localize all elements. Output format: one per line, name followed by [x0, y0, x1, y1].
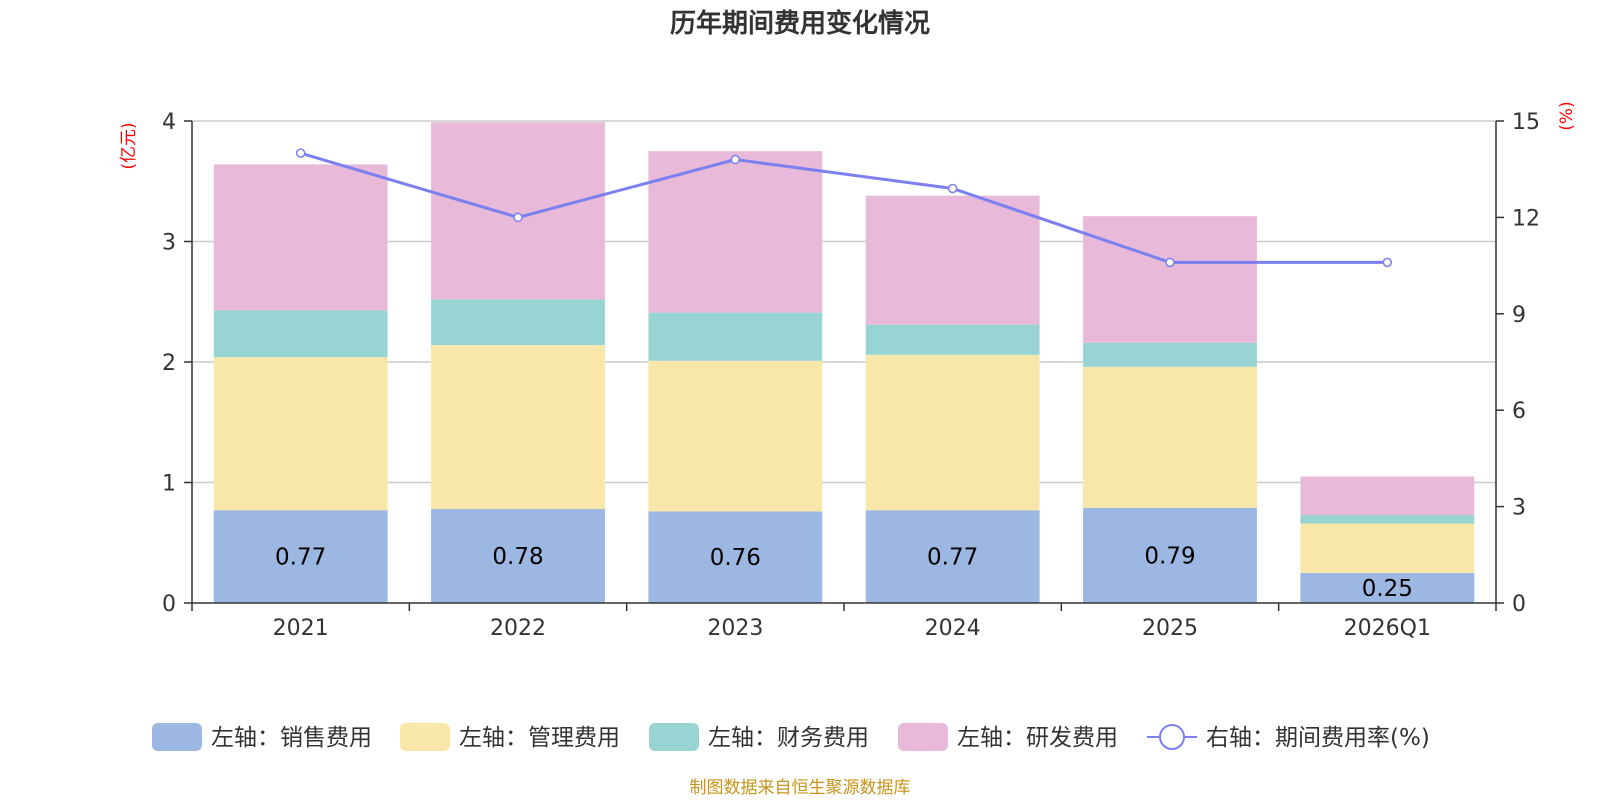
- bar-segment: [866, 325, 1040, 355]
- bar-segment: [214, 357, 388, 510]
- bar-segment: [1300, 476, 1474, 515]
- bar-segment: [1300, 523, 1474, 572]
- bar-value-label: 0.25: [1362, 576, 1413, 602]
- right-axis-tick-label: 15: [1512, 110, 1540, 135]
- right-axis-tick-label: 0: [1512, 592, 1526, 617]
- legend-label: 左轴：研发费用: [957, 725, 1118, 751]
- rate-point: [949, 184, 957, 192]
- x-axis-label: 2023: [707, 616, 763, 641]
- bar-value-label: 0.78: [492, 544, 543, 570]
- x-axis-label: 2024: [925, 616, 981, 641]
- chart-title: 历年期间费用变化情况: [670, 8, 930, 39]
- right-axis-tick-label: 3: [1512, 496, 1526, 521]
- right-axis-tick-label: 9: [1512, 303, 1526, 328]
- bar-segment: [1083, 367, 1257, 508]
- right-axis-tick-label: 12: [1512, 206, 1540, 231]
- legend-label: 左轴：管理费用: [459, 725, 620, 751]
- rate-point: [1383, 258, 1391, 266]
- bar-segment: [866, 196, 1040, 325]
- bar-segment: [648, 361, 822, 512]
- bar-segment: [1300, 515, 1474, 523]
- legend-swatch: [649, 723, 699, 751]
- bar-segment: [214, 164, 388, 310]
- legend-label: 右轴：期间费用率(%): [1206, 725, 1430, 751]
- left-axis-tick-label: 0: [162, 592, 176, 617]
- rate-point: [297, 149, 305, 157]
- bar-segment: [1083, 343, 1257, 367]
- bar-segment: [1083, 216, 1257, 343]
- right-axis-tick-label: 6: [1512, 399, 1526, 424]
- chart: 历年期间费用变化情况 01234036912152021 2022 2023 2024…: [0, 0, 1600, 800]
- bar-value-label: 0.79: [1144, 543, 1195, 569]
- rate-point: [1166, 258, 1174, 266]
- legend-label: 左轴：销售费用: [211, 725, 372, 751]
- left-axis-tick-label: 1: [162, 472, 176, 497]
- left-axis-tick-label: 3: [162, 231, 176, 256]
- legend-marker: [1160, 725, 1184, 749]
- bar-value-label: 0.77: [927, 545, 978, 571]
- left-axis-tick-label: 2: [162, 351, 176, 376]
- bar-value-label: 0.76: [710, 545, 761, 571]
- bar-segment: [431, 299, 605, 345]
- left-axis-unit: (亿元): [119, 122, 139, 169]
- legend-label: 左轴：财务费用: [708, 725, 869, 751]
- bar-segment: [214, 310, 388, 357]
- x-axis-label: 2021: [273, 616, 329, 641]
- legend-swatch: [400, 723, 450, 751]
- x-axis-label: 2025: [1142, 616, 1198, 641]
- legend-swatch: [898, 723, 948, 751]
- legend: 左轴：销售费用 左轴：管理费用 左轴：财务费用 左轴：研发费用 右轴：期间费用率(%): [152, 723, 1430, 751]
- x-axis-label: 2026Q1: [1344, 616, 1431, 641]
- bar-segment: [431, 345, 605, 509]
- x-axis-label: 2022: [490, 616, 546, 641]
- source-note: 制图数据来自恒生聚源数据库: [690, 778, 911, 798]
- legend-swatch: [152, 723, 202, 751]
- rate-point: [731, 156, 739, 164]
- bar-segment: [648, 313, 822, 361]
- bar-value-label: 0.77: [275, 545, 326, 571]
- bar-segment: [866, 355, 1040, 510]
- bar-segment: [431, 122, 605, 299]
- rate-point: [514, 213, 522, 221]
- right-axis-unit: (%): [1557, 101, 1577, 130]
- left-axis-tick-label: 4: [162, 110, 176, 135]
